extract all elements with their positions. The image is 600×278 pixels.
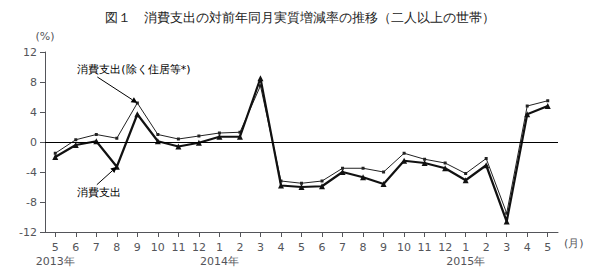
svg-text:4: 4	[277, 241, 284, 254]
svg-text:2015年: 2015年	[446, 255, 485, 268]
svg-text:10: 10	[151, 241, 165, 254]
svg-text:4: 4	[524, 241, 531, 254]
svg-text:図１ 消費支出の対前年同月実質増減率の推移（二人以上の世帯）: 図１ 消費支出の対前年同月実質増減率の推移（二人以上の世帯）	[105, 10, 495, 25]
svg-text:1: 1	[462, 241, 469, 254]
svg-text:2: 2	[483, 241, 490, 254]
svg-text:8: 8	[30, 76, 37, 89]
svg-text:8: 8	[113, 241, 120, 254]
svg-text:5: 5	[52, 241, 59, 254]
svg-text:3: 3	[503, 241, 510, 254]
svg-text:12: 12	[192, 241, 206, 254]
svg-text:-4: -4	[26, 166, 37, 179]
svg-text:7: 7	[339, 241, 346, 254]
svg-text:5: 5	[544, 241, 551, 254]
svg-text:7: 7	[93, 241, 100, 254]
svg-text:消費支出: 消費支出	[77, 186, 121, 199]
svg-text:5: 5	[298, 241, 305, 254]
svg-text:3: 3	[257, 241, 264, 254]
svg-text:2014年: 2014年	[200, 255, 239, 268]
svg-text:6: 6	[72, 241, 79, 254]
svg-text:-12: -12	[19, 226, 37, 239]
svg-text:11: 11	[171, 241, 185, 254]
svg-text:12: 12	[438, 241, 452, 254]
svg-text:11: 11	[418, 241, 432, 254]
svg-text:10: 10	[397, 241, 411, 254]
svg-text:1: 1	[216, 241, 223, 254]
svg-text:(月): (月)	[564, 237, 584, 250]
svg-text:(%): (%)	[35, 30, 54, 43]
svg-text:-8: -8	[26, 196, 37, 209]
svg-text:8: 8	[360, 241, 367, 254]
svg-text:消費支出(除く住居等*): 消費支出(除く住居等*)	[77, 63, 190, 76]
svg-text:0: 0	[30, 136, 37, 149]
svg-text:9: 9	[380, 241, 387, 254]
svg-text:12: 12	[23, 46, 37, 59]
svg-text:6: 6	[319, 241, 326, 254]
svg-text:4: 4	[30, 106, 37, 119]
svg-text:9: 9	[134, 241, 141, 254]
svg-text:2: 2	[236, 241, 243, 254]
svg-text:2013年: 2013年	[36, 255, 75, 268]
